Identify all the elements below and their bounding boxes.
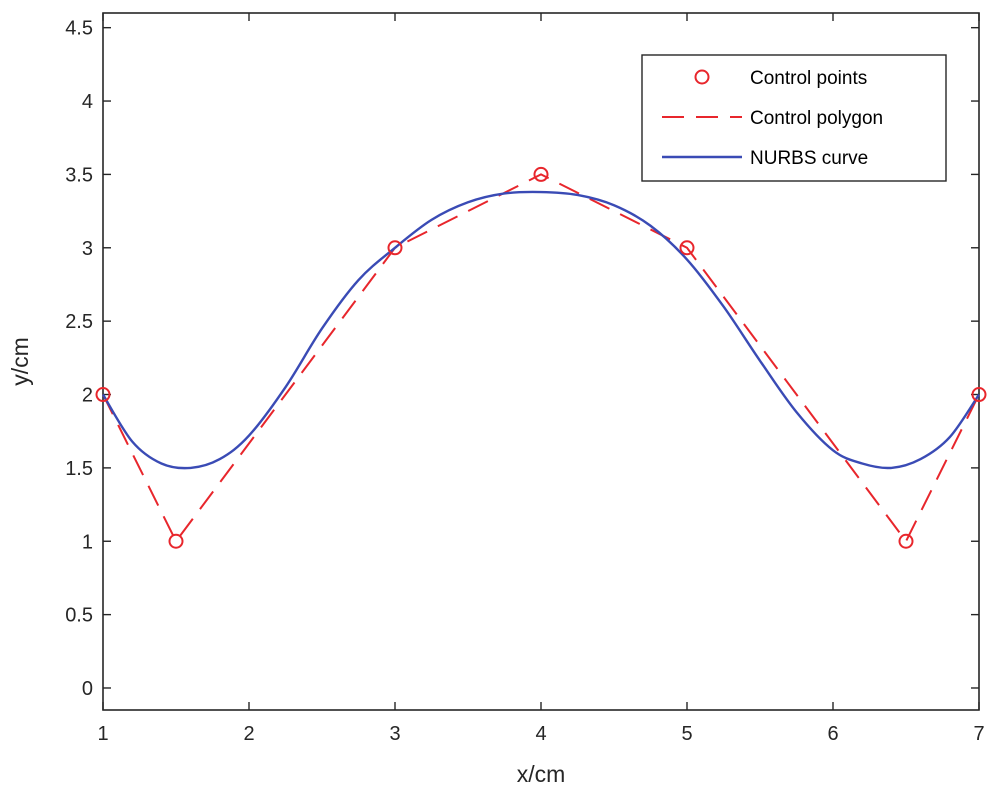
y-tick-label: 4 (82, 91, 93, 113)
y-tick-label: 4.5 (65, 18, 93, 40)
legend-label: NURBS curve (750, 148, 868, 169)
control-point-marker (387, 240, 403, 256)
legend-label: Control points (750, 68, 867, 89)
nurbs-curve-line (101, 190, 980, 470)
control-polygon-line (102, 173, 980, 544)
x-tick-label: 2 (243, 723, 254, 745)
x-tick-label: 5 (681, 723, 692, 745)
y-tick-label: 0 (82, 678, 93, 700)
x-tick-label: 6 (827, 723, 838, 745)
series-layer (95, 166, 987, 549)
legend-box (641, 54, 947, 182)
control-point-marker (971, 387, 987, 403)
control-point-marker (168, 533, 184, 549)
y-tick-label: 1 (82, 531, 93, 553)
legend: Control points Control polygon NURBS curve (641, 54, 947, 182)
control-point-marker (898, 533, 914, 549)
control-point-marker (95, 387, 111, 403)
control-point-marker (679, 240, 695, 256)
y-tick-label: 0.5 (65, 605, 93, 627)
x-tick-label: 3 (389, 723, 400, 745)
y-tick-label: 3 (82, 238, 93, 260)
y-tick-label: 1.5 (65, 458, 93, 480)
x-tick-label: 7 (973, 723, 984, 745)
axis-ticks (102, 13, 980, 710)
axis-tick-labels: 1 2 3 4 5 6 7 0 0.5 1 1.5 2 2.5 3 3.5 4 4.5 (65, 18, 984, 745)
y-tick-label: 2.5 (65, 311, 93, 333)
legend-label: Control polygon (750, 108, 883, 129)
legend-marker-control-points (694, 69, 710, 85)
x-tick-label: 4 (535, 723, 546, 745)
y-tick-label: 2 (82, 385, 93, 407)
x-tick-label: 1 (97, 723, 108, 745)
y-tick-label: 3.5 (65, 164, 93, 186)
y-axis-label: y/cm (7, 337, 33, 386)
control-point-marker (533, 166, 549, 182)
x-axis-label: x/cm (517, 761, 566, 787)
